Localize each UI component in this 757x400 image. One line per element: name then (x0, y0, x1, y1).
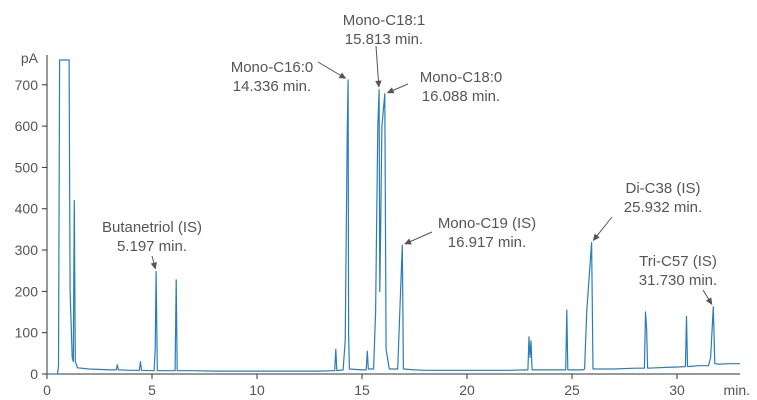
x-tick-label: 20 (459, 382, 475, 398)
peak-time-label: 16.088 min. (422, 88, 500, 105)
arrow-head-icon (404, 238, 412, 245)
y-tick-label: 200 (15, 283, 39, 299)
peak-annotation: Mono-C19 (IS) 16.917 min. (404, 215, 536, 251)
y-tick-label: 500 (15, 159, 39, 175)
peak-annotation: Di-C38 (IS) 25.932 min. (592, 180, 702, 242)
peak-name-label: Mono-C18:0 (420, 69, 503, 86)
arrow-line (317, 61, 342, 77)
chromatogram-trace (47, 59, 740, 375)
peak-time-label: 31.730 min. (639, 272, 717, 289)
arrow-head-icon (150, 262, 157, 270)
x-tick-label: 25 (564, 382, 580, 398)
peak-name-label: Tri-C57 (IS) (639, 253, 717, 270)
axes (46, 55, 740, 375)
peak-name-label: Mono-C18:1 (343, 12, 426, 29)
peak-name-label: Mono-C16:0 (231, 59, 314, 76)
series-layer (47, 59, 740, 375)
peak-time-label: 14.336 min. (233, 78, 311, 95)
peak-annotation: Mono-C16:0 14.336 min. (231, 59, 347, 95)
arrow-line (702, 289, 710, 301)
peak-time-label: 5.197 min. (117, 238, 187, 255)
x-unit-label: min. (724, 382, 750, 398)
x-ticks: 0 5 10 15 20 25 30 (43, 374, 685, 398)
peak-name-label: Butanetriol (IS) (102, 219, 202, 236)
arrow-line (596, 216, 613, 237)
y-tick-label: 100 (15, 325, 39, 341)
x-tick-label: 10 (249, 382, 265, 398)
peak-name-label: Mono-C19 (IS) (438, 215, 536, 232)
arrow-line (392, 83, 409, 92)
arrow-head-icon (338, 72, 347, 79)
peak-annotation: Mono-C18:1 15.813 min. (343, 12, 426, 88)
peak-annotation: Mono-C18:0 16.088 min. (386, 69, 503, 105)
y-tick-label: 700 (15, 77, 39, 93)
y-tick-label: 300 (15, 242, 39, 258)
peak-time-label: 16.917 min. (448, 234, 526, 251)
peak-annotations: Butanetriol (IS) 5.197 min. Mono-C16:0 14.3… (102, 12, 717, 305)
arrow-line (151, 255, 155, 264)
peak-time-label: 25.932 min. (624, 199, 702, 216)
arrow-head-icon (375, 80, 382, 88)
arrow-head-icon (386, 87, 395, 94)
x-tick-label: 30 (669, 382, 685, 398)
y-ticks: 0 100 200 300 400 500 600 700 (15, 77, 47, 382)
arrow-head-icon (592, 233, 600, 242)
arrow-line (409, 231, 433, 243)
y-tick-label: 600 (15, 118, 39, 134)
x-tick-label: 5 (148, 382, 156, 398)
y-tick-label: 0 (30, 366, 38, 382)
x-tick-label: 15 (354, 382, 370, 398)
peak-name-label: Di-C38 (IS) (625, 180, 700, 197)
peak-time-label: 15.813 min. (345, 31, 423, 48)
peak-annotation: Butanetriol (IS) 5.197 min. (102, 219, 202, 270)
arrow-line (375, 45, 380, 82)
peak-annotation: Tri-C57 (IS) 31.730 min. (639, 253, 717, 305)
y-unit-label: pA (21, 50, 39, 66)
arrow-head-icon (705, 297, 713, 305)
x-tick-label: 0 (43, 382, 51, 398)
y-tick-label: 400 (15, 201, 39, 217)
